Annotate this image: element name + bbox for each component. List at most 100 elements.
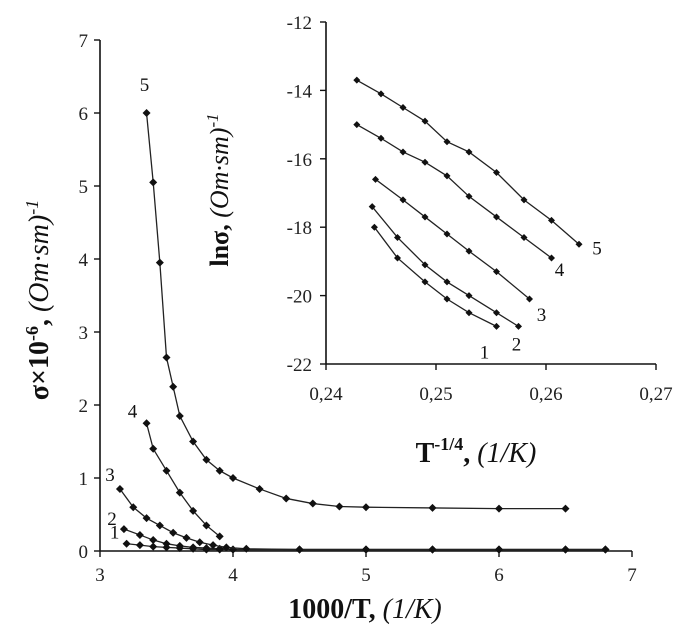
data-point <box>189 437 198 446</box>
series-line-4 <box>145 423 221 537</box>
data-point <box>421 261 429 269</box>
data-point <box>465 309 473 317</box>
data-point <box>465 192 473 200</box>
data-point <box>520 233 528 241</box>
data-point <box>362 503 370 512</box>
data-point <box>149 444 158 453</box>
data-point <box>526 295 533 303</box>
data-point <box>149 542 158 551</box>
x-tick-label: 3 <box>95 565 105 586</box>
data-point <box>169 382 178 391</box>
data-point <box>575 240 583 248</box>
data-point <box>202 521 211 530</box>
data-point <box>493 309 500 317</box>
data-point <box>135 530 144 539</box>
data-point <box>520 196 528 204</box>
data-point <box>169 528 178 537</box>
inset-y-axis-title: lnσ, (Om·sm)-1 <box>203 113 234 266</box>
data-point <box>295 545 304 554</box>
series-label-4: 4 <box>128 401 138 422</box>
data-point <box>202 544 211 553</box>
y-tick-label: 4 <box>79 250 89 271</box>
data-point <box>495 545 503 554</box>
x-tick-label: 5 <box>361 565 371 586</box>
y-tick-label: 1 <box>79 469 89 490</box>
x-tick-label: 0,25 <box>419 384 452 405</box>
data-point <box>561 504 570 513</box>
y-tick-label: 3 <box>79 323 89 344</box>
y-tick-label: -18 <box>287 218 312 239</box>
data-point <box>548 254 555 262</box>
data-point <box>175 541 184 550</box>
data-point <box>149 536 158 545</box>
data-point <box>370 223 378 231</box>
data-point <box>428 545 437 554</box>
series-label-5: 5 <box>592 238 602 259</box>
data-point <box>175 411 184 420</box>
data-point <box>548 216 555 224</box>
series-line-3 <box>119 488 606 551</box>
data-point <box>282 494 291 503</box>
data-point <box>493 322 500 330</box>
series-label-1: 1 <box>110 523 120 544</box>
data-point <box>443 172 451 180</box>
data-point <box>377 134 385 142</box>
y-tick-label: -16 <box>287 150 312 171</box>
data-point <box>229 545 237 554</box>
data-point <box>335 502 344 511</box>
y-tick-label: -12 <box>287 13 312 34</box>
data-point <box>493 213 500 221</box>
series-label-3: 3 <box>105 465 115 486</box>
data-point <box>377 90 385 98</box>
data-point <box>209 541 218 550</box>
data-point <box>129 503 138 512</box>
data-point <box>195 538 204 547</box>
data-point <box>399 148 407 156</box>
data-point <box>215 532 224 541</box>
data-point <box>242 544 251 553</box>
data-point <box>308 499 317 508</box>
data-point <box>515 322 522 330</box>
y-tick-label: 5 <box>79 177 89 198</box>
data-point <box>142 109 151 117</box>
y-tick-label: -14 <box>287 81 313 102</box>
data-point <box>394 254 401 262</box>
data-point <box>493 168 500 176</box>
data-point <box>119 525 128 534</box>
y-tick-label: -20 <box>287 287 312 308</box>
x-tick-label: 0,26 <box>529 384 562 405</box>
x-tick-label: 6 <box>494 565 504 586</box>
data-point <box>493 268 500 276</box>
series-line-1 <box>373 226 497 327</box>
data-point <box>561 545 570 554</box>
data-point <box>222 543 231 552</box>
data-point <box>175 488 184 497</box>
data-point <box>162 353 171 362</box>
series-label-2: 2 <box>512 334 522 355</box>
y-tick-label: 2 <box>79 396 89 417</box>
data-point <box>353 121 361 129</box>
data-point <box>115 484 124 493</box>
data-point <box>443 295 451 303</box>
data-point <box>421 117 429 125</box>
series-label-5: 5 <box>140 75 150 96</box>
data-point <box>155 521 164 530</box>
data-point <box>421 278 429 286</box>
data-point <box>362 545 370 554</box>
data-point <box>465 148 473 156</box>
data-point <box>372 175 379 183</box>
main-x-axis-title: 1000/T, (1/K) <box>288 594 442 625</box>
data-point <box>162 466 171 475</box>
series-label-3: 3 <box>537 305 547 326</box>
data-point <box>149 178 158 187</box>
data-point <box>443 230 451 238</box>
x-tick-label: 0,24 <box>309 384 343 405</box>
data-point <box>135 541 144 550</box>
data-point <box>443 278 451 286</box>
data-point <box>465 292 473 300</box>
data-point <box>202 455 211 464</box>
data-point <box>189 506 198 515</box>
x-tick-label: 0,27 <box>639 384 672 405</box>
